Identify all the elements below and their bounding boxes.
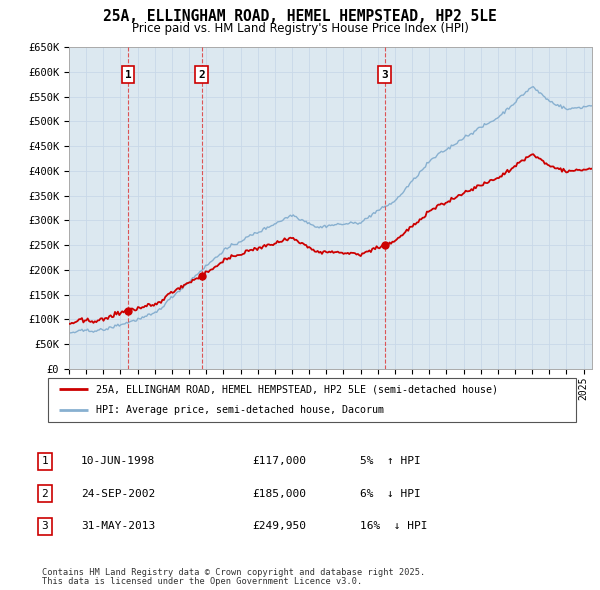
Text: 31-MAY-2013: 31-MAY-2013 <box>81 522 155 531</box>
Text: Contains HM Land Registry data © Crown copyright and database right 2025.: Contains HM Land Registry data © Crown c… <box>42 568 425 577</box>
Text: 25A, ELLINGHAM ROAD, HEMEL HEMPSTEAD, HP2 5LE (semi-detached house): 25A, ELLINGHAM ROAD, HEMEL HEMPSTEAD, HP… <box>95 384 497 394</box>
FancyBboxPatch shape <box>48 378 576 422</box>
Text: 1: 1 <box>41 457 49 466</box>
Text: 5%  ↑ HPI: 5% ↑ HPI <box>360 457 421 466</box>
Text: 2: 2 <box>41 489 49 499</box>
Text: £185,000: £185,000 <box>252 489 306 499</box>
Text: 2: 2 <box>198 70 205 80</box>
Text: HPI: Average price, semi-detached house, Dacorum: HPI: Average price, semi-detached house,… <box>95 405 383 415</box>
Text: Price paid vs. HM Land Registry's House Price Index (HPI): Price paid vs. HM Land Registry's House … <box>131 22 469 35</box>
Text: 1: 1 <box>125 70 131 80</box>
Text: 3: 3 <box>41 522 49 531</box>
Text: £249,950: £249,950 <box>252 522 306 531</box>
Text: £117,000: £117,000 <box>252 457 306 466</box>
Text: 6%  ↓ HPI: 6% ↓ HPI <box>360 489 421 499</box>
Text: 10-JUN-1998: 10-JUN-1998 <box>81 457 155 466</box>
Text: This data is licensed under the Open Government Licence v3.0.: This data is licensed under the Open Gov… <box>42 578 362 586</box>
Text: 24-SEP-2002: 24-SEP-2002 <box>81 489 155 499</box>
Text: 3: 3 <box>382 70 388 80</box>
Text: 16%  ↓ HPI: 16% ↓ HPI <box>360 522 427 531</box>
Text: 25A, ELLINGHAM ROAD, HEMEL HEMPSTEAD, HP2 5LE: 25A, ELLINGHAM ROAD, HEMEL HEMPSTEAD, HP… <box>103 9 497 24</box>
